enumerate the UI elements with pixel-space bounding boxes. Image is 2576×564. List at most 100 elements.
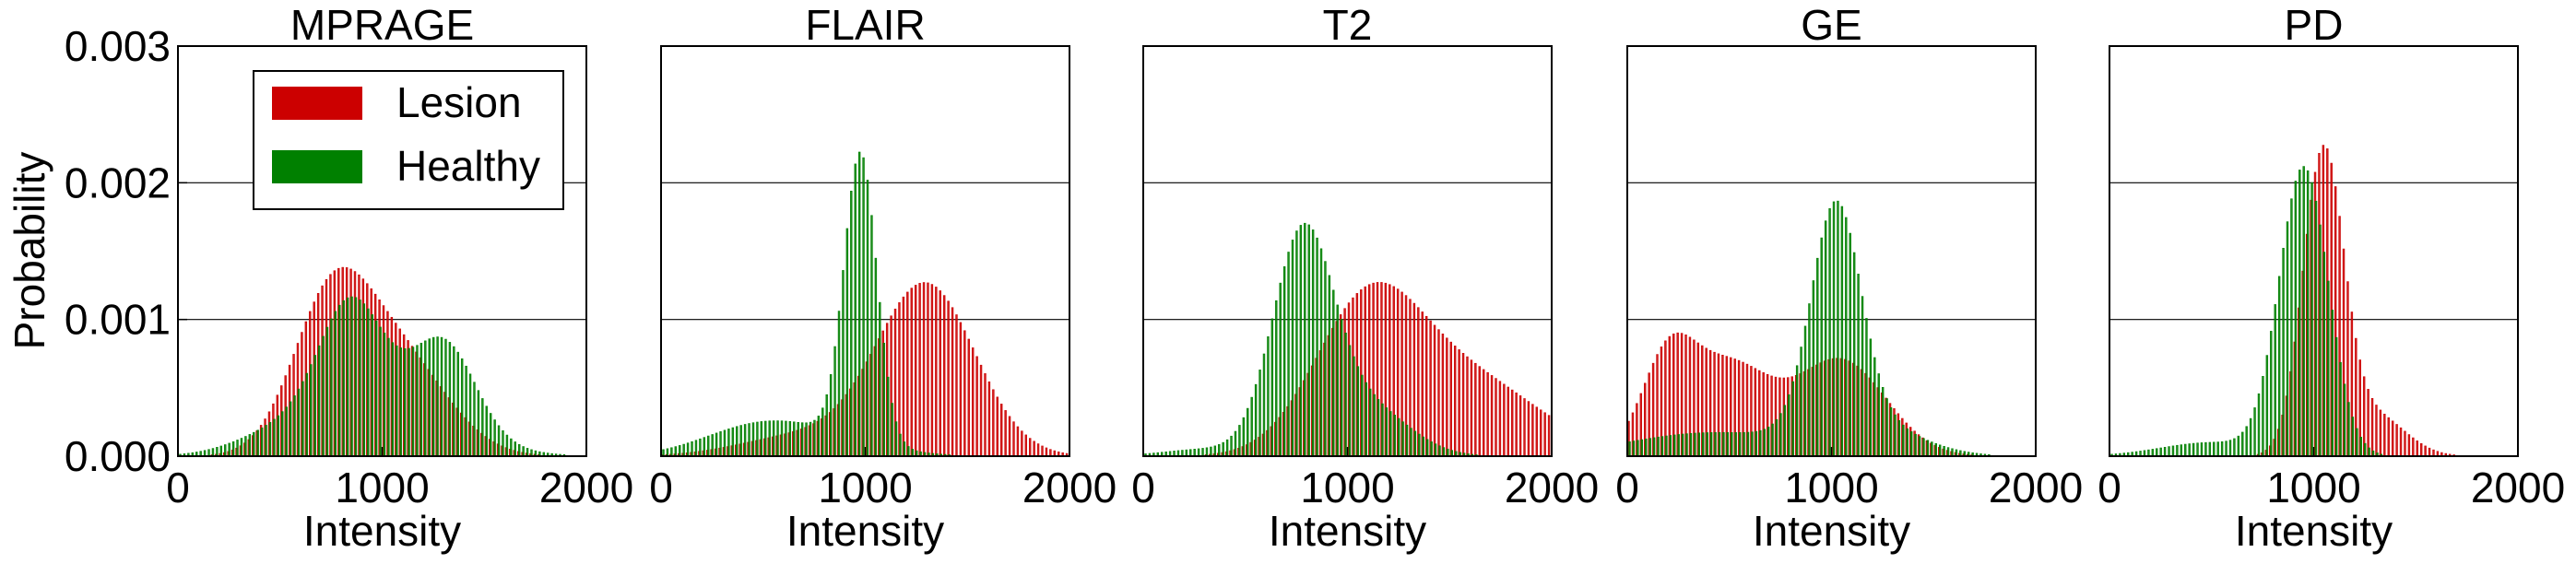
histogram-bar [1824, 220, 1827, 457]
histogram-bar [1540, 409, 1542, 457]
histogram-bar [2265, 355, 2269, 457]
histogram-bar [273, 418, 276, 457]
histogram-bar [694, 440, 698, 457]
histogram-bar [756, 421, 759, 457]
histogram-bar [2395, 424, 2398, 457]
histogram-bar [842, 270, 845, 457]
histogram-bar [2379, 409, 2382, 457]
histogram-bar [955, 314, 958, 457]
plot-frame [2109, 45, 2519, 457]
x-tick-label: 0 [2097, 464, 2121, 511]
histogram-bar [224, 444, 227, 457]
histogram-bar [2237, 435, 2240, 457]
histogram-bar [1632, 441, 1636, 457]
histogram-bar [1738, 432, 1742, 457]
histogram-bar [911, 449, 914, 457]
histogram-bar [2204, 441, 2207, 457]
histogram-bar [207, 449, 210, 457]
histogram-bar [670, 447, 673, 457]
legend-label-healthy: Healthy [396, 142, 540, 190]
histogram-bar [2347, 402, 2350, 457]
histogram-bar [764, 420, 767, 457]
histogram-bar [403, 348, 407, 457]
x-axis-label: Intensity [786, 507, 944, 555]
histogram-bar [1405, 424, 1409, 457]
histogram-bar [265, 425, 267, 457]
histogram-bar [1918, 436, 1921, 457]
histogram-bar [2192, 442, 2195, 457]
histogram-bar [2319, 224, 2322, 457]
x-tick-label: 0 [166, 464, 190, 511]
histogram-bar [1743, 431, 1745, 457]
histogram-bar [1434, 443, 1437, 457]
histogram-bar [2159, 447, 2162, 457]
x-tick-label: 2000 [2471, 464, 2565, 511]
histogram-bar [2196, 442, 2199, 457]
x-tick-label: 0 [649, 464, 673, 511]
histogram-bar [1433, 324, 1436, 457]
histogram-bar [1449, 341, 1452, 457]
histogram-bar [1049, 449, 1052, 457]
histogram-bar [1438, 445, 1441, 457]
histogram-bar [502, 430, 504, 457]
histogram-bar [1234, 430, 1237, 457]
histogram-bar [918, 283, 921, 457]
histogram-bar [2171, 445, 2175, 457]
histogram-bar [1238, 425, 1241, 457]
histogram-bar [1474, 362, 1477, 457]
histogram-bar [1230, 435, 1233, 457]
histogram-bar [1377, 399, 1380, 457]
histogram-bar [837, 311, 841, 457]
histogram-bar [760, 421, 763, 457]
histogram-bar [825, 394, 828, 457]
histogram-bar [1677, 434, 1680, 457]
histogram-bar [2168, 446, 2170, 457]
histogram-bar [1877, 373, 1880, 457]
histogram-bar [1840, 206, 1844, 457]
histogram-bar [2359, 437, 2362, 457]
histogram-bar [1498, 381, 1502, 457]
series-healthy [662, 151, 951, 457]
histogram-bar [1495, 378, 1497, 457]
histogram-bar [1931, 441, 1933, 457]
histogram-bar [1421, 311, 1424, 457]
histogram-bar [510, 438, 513, 457]
histogram-bar [1767, 427, 1770, 457]
histogram-bar [1714, 431, 1717, 457]
histogram-bar [468, 373, 472, 457]
histogram-bar [682, 443, 685, 457]
histogram-bar [2216, 441, 2219, 457]
histogram-bar [984, 373, 987, 457]
histogram-bar [1909, 431, 1913, 457]
histogram-bar [248, 434, 252, 457]
histogram-bar [1812, 280, 1815, 457]
histogram-bar [1012, 421, 1015, 457]
histogram-bar [1024, 434, 1027, 457]
histogram-bar [833, 346, 836, 457]
histogram-bar [1029, 438, 1032, 457]
histogram-bar [2249, 417, 2252, 457]
histogram-bar [874, 257, 878, 457]
histogram-bar [1482, 369, 1485, 457]
histogram-bar [477, 390, 480, 457]
panel-title: PD [2285, 1, 2344, 49]
histogram-bar [526, 448, 529, 457]
histogram-bar [1304, 222, 1306, 457]
histogram-bar [2412, 437, 2415, 457]
histogram-bar [1511, 389, 1514, 457]
histogram-bar [719, 431, 722, 457]
histogram-bar [2277, 276, 2281, 457]
panel-title: FLAIR [805, 1, 925, 49]
histogram-bar [1295, 230, 1298, 457]
histogram-bar [850, 190, 853, 457]
histogram-bar [505, 434, 509, 457]
x-tick-label: 0 [1131, 464, 1155, 511]
histogram-bar [935, 287, 938, 457]
histogram-bar [216, 447, 219, 457]
histogram-bar [1783, 405, 1787, 457]
histogram-bar [1759, 429, 1762, 457]
histogram-bar [374, 320, 378, 457]
series-lesion [661, 282, 1069, 457]
histogram-bar [228, 442, 230, 457]
histogram-bar [857, 151, 861, 457]
